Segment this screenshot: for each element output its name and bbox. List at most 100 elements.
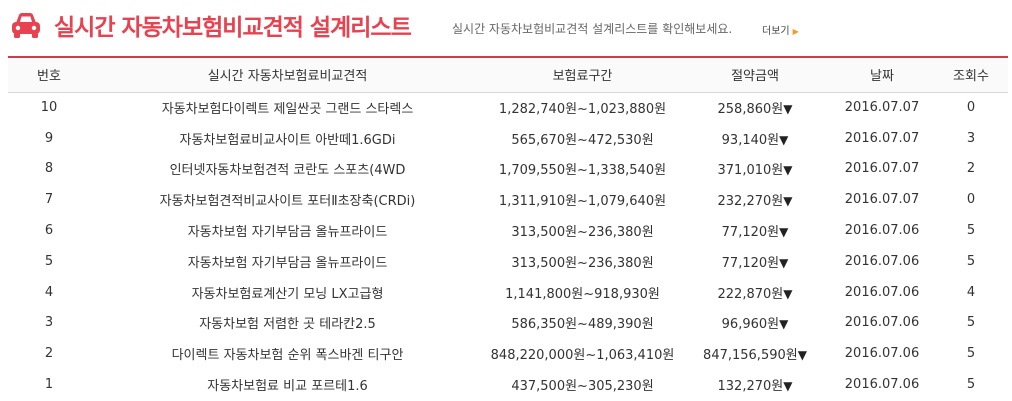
- chevron-right-icon: ▶: [792, 27, 799, 36]
- row-saving-value: 847,156,590원: [703, 348, 798, 364]
- row-views: 0: [966, 192, 976, 208]
- row-premium-range: 1,709,550원~1,338,540원: [498, 163, 667, 179]
- table-row[interactable]: 1 자동차보험료 비교 포르테1.6 437,500원~305,230원 132…: [8, 369, 1008, 400]
- row-number: 6: [44, 223, 54, 239]
- table-row[interactable]: 6 자동차보험 자기부담금 올뉴프라이드 313,500원~236,380원 7…: [8, 215, 1008, 246]
- row-saving: 371,010원▼: [680, 154, 830, 185]
- row-date: 2016.07.07: [844, 130, 920, 146]
- table-header-row: 번호 실시간 자동차보험료비교견적 보험료구간 절약금액 날짜 조회수: [8, 56, 1008, 93]
- table-row[interactable]: 2 다이렉트 자동차보험 순위 폭스바겐 티구안 848,220,000원~1,…: [8, 338, 1008, 369]
- row-saving: 847,156,590원▼: [680, 338, 830, 369]
- row-saving-value: 96,960원: [721, 317, 780, 333]
- row-premium-range: 1,141,800원~918,930원: [505, 286, 660, 302]
- row-number: 3: [44, 315, 54, 331]
- row-views: 5: [966, 223, 976, 239]
- row-saving-value: 258,860원: [717, 102, 784, 118]
- row-saving: 96,960원▼: [680, 308, 830, 339]
- row-saving: 93,140원▼: [680, 123, 830, 154]
- row-saving-value: 93,140원: [721, 132, 780, 148]
- row-views: 0: [966, 100, 976, 116]
- down-triangle-icon: ▼: [783, 194, 793, 209]
- row-saving: 222,870원▼: [680, 277, 830, 308]
- row-date: 2016.07.06: [844, 315, 920, 331]
- row-views: 5: [966, 253, 976, 269]
- row-views: 5: [966, 315, 976, 331]
- down-triangle-icon: ▼: [779, 132, 789, 147]
- row-premium-range: 313,500원~236,380원: [511, 255, 654, 271]
- row-date: 2016.07.07: [844, 100, 920, 116]
- table-row[interactable]: 9 자동차보험료비교사이트 아반떼1.6GDi 565,670원~472,530…: [8, 123, 1008, 154]
- row-title-link[interactable]: 자동차보험 저렴한 곳 테라칸2.5: [199, 317, 376, 333]
- page-subtitle: 실시간 자동차보험비교견적 설계리스트를 확인해보세요.: [452, 22, 733, 36]
- more-link[interactable]: 더보기 ▶: [762, 22, 799, 37]
- row-title-link[interactable]: 자동차보험견적비교사이트 포터Ⅱ초장축(CRDi): [159, 194, 416, 210]
- row-date: 2016.07.06: [844, 284, 920, 300]
- row-number: 1: [44, 377, 54, 393]
- row-views: 3: [966, 130, 976, 146]
- row-premium-range: 565,670원~472,530원: [511, 132, 654, 148]
- row-title-link[interactable]: 자동차보험료비교사이트 아반떼1.6GDi: [179, 132, 396, 148]
- row-number: 9: [44, 130, 54, 146]
- down-triangle-icon: ▼: [783, 379, 793, 394]
- row-saving-value: 132,270원: [717, 379, 784, 395]
- down-triangle-icon: ▼: [783, 163, 793, 178]
- page-title: 실시간 자동차보험비교견적 설계리스트: [54, 15, 412, 41]
- row-saving: 258,860원▼: [680, 92, 830, 123]
- row-saving: 232,270원▼: [680, 184, 830, 215]
- row-date: 2016.07.06: [844, 377, 920, 393]
- row-views: 4: [966, 284, 976, 300]
- row-premium-range: 437,500원~305,230원: [511, 379, 654, 395]
- column-header-title: 실시간 자동차보험료비교견적: [90, 56, 485, 93]
- down-triangle-icon: ▼: [779, 317, 789, 332]
- row-title-link[interactable]: 자동차보험 자기부담금 올뉴프라이드: [187, 225, 388, 241]
- row-date: 2016.07.07: [844, 192, 920, 208]
- down-triangle-icon: ▼: [783, 102, 793, 117]
- row-number: 4: [44, 284, 54, 300]
- row-views: 2: [966, 161, 976, 177]
- row-premium-range: 848,220,000원~1,063,410원: [490, 348, 675, 364]
- table-row[interactable]: 10 자동차보험다이렉트 제일싼곳 그랜드 스타렉스 1,282,740원~1,…: [8, 92, 1008, 123]
- down-triangle-icon: ▼: [783, 286, 793, 301]
- row-premium-range: 313,500원~236,380원: [511, 225, 654, 241]
- row-saving-value: 371,010원: [717, 163, 784, 179]
- table-row[interactable]: 3 자동차보험 저렴한 곳 테라칸2.5 586,350원~489,390원 9…: [8, 308, 1008, 339]
- row-title-link[interactable]: 자동차보험 자기부담금 올뉴프라이드: [187, 255, 388, 271]
- row-premium-range: 1,311,910원~1,079,640원: [498, 194, 667, 210]
- table-row[interactable]: 4 자동차보험료계산기 모닝 LX고급형 1,141,800원~918,930원…: [8, 277, 1008, 308]
- column-header-number: 번호: [8, 56, 90, 93]
- quote-table: 번호 실시간 자동차보험료비교견적 보험료구간 절약금액 날짜 조회수 10 자…: [8, 56, 1008, 400]
- row-views: 5: [966, 346, 976, 362]
- column-header-saving: 절약금액: [680, 56, 830, 93]
- row-saving: 77,120원▼: [680, 246, 830, 277]
- row-saving-value: 77,120원: [721, 225, 780, 241]
- row-title-link[interactable]: 인터넷자동차보험견적 코란도 스포츠(4WD: [169, 163, 406, 179]
- row-premium-range: 1,282,740원~1,023,880원: [498, 102, 667, 118]
- row-saving: 77,120원▼: [680, 215, 830, 246]
- row-saving-value: 77,120원: [721, 255, 780, 271]
- row-date: 2016.07.06: [844, 223, 920, 239]
- table-row[interactable]: 7 자동차보험견적비교사이트 포터Ⅱ초장축(CRDi) 1,311,910원~1…: [8, 184, 1008, 215]
- table-row[interactable]: 8 인터넷자동차보험견적 코란도 스포츠(4WD 1,709,550원~1,33…: [8, 154, 1008, 185]
- row-number: 10: [40, 100, 58, 116]
- row-date: 2016.07.07: [844, 161, 920, 177]
- down-triangle-icon: ▼: [797, 348, 807, 363]
- row-date: 2016.07.06: [844, 346, 920, 362]
- down-triangle-icon: ▼: [779, 255, 789, 270]
- row-number: 8: [44, 161, 54, 177]
- row-date: 2016.07.06: [844, 253, 920, 269]
- row-number: 2: [44, 346, 54, 362]
- row-saving-value: 222,870원: [717, 286, 784, 302]
- down-triangle-icon: ▼: [779, 225, 789, 240]
- row-saving-value: 232,270원: [717, 194, 784, 210]
- row-title-link[interactable]: 다이렉트 자동차보험 순위 폭스바겐 티구안: [171, 348, 404, 364]
- row-number: 5: [44, 253, 54, 269]
- row-saving: 132,270원▼: [680, 369, 830, 400]
- row-title-link[interactable]: 자동차보험료 비교 포르테1.6: [207, 379, 368, 395]
- row-title-link[interactable]: 자동차보험료계산기 모닝 LX고급형: [191, 286, 384, 302]
- table-row[interactable]: 5 자동차보험 자기부담금 올뉴프라이드 313,500원~236,380원 7…: [8, 246, 1008, 277]
- row-premium-range: 586,350원~489,390원: [511, 317, 654, 333]
- list-header: 실시간 자동차보험비교견적 설계리스트 실시간 자동차보험비교견적 설계리스트를…: [0, 0, 1012, 56]
- row-views: 5: [966, 377, 976, 393]
- column-header-premium-range: 보험료구간: [485, 56, 680, 93]
- row-title-link[interactable]: 자동차보험다이렉트 제일싼곳 그랜드 스타렉스: [161, 102, 414, 118]
